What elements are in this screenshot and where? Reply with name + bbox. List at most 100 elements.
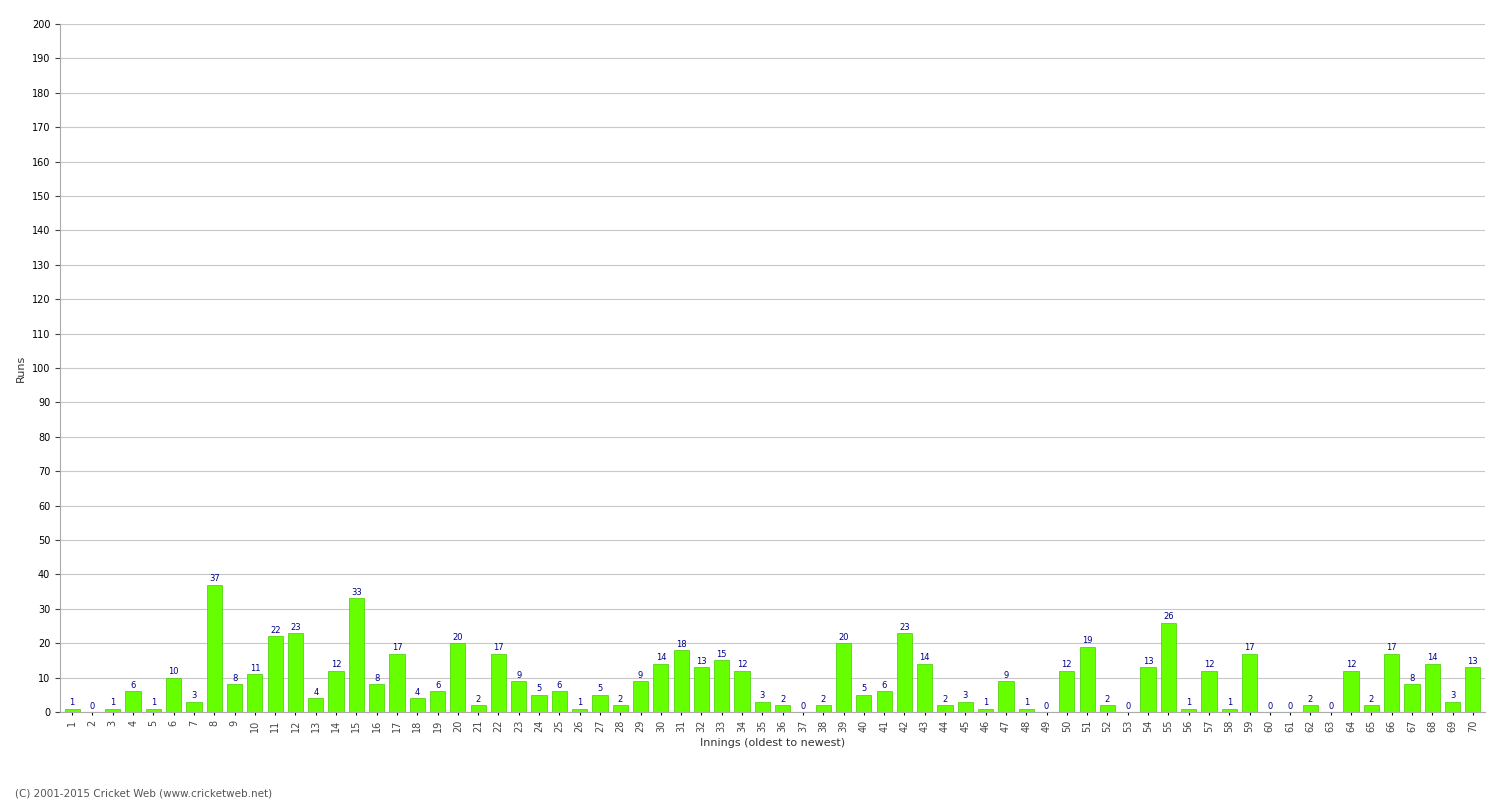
Bar [572,709,588,712]
Text: 1: 1 [69,698,75,707]
Bar [735,670,750,712]
Text: 17: 17 [1244,643,1256,652]
Text: 1: 1 [110,698,116,707]
X-axis label: Innings (oldest to newest): Innings (oldest to newest) [700,738,844,748]
Text: 9: 9 [1004,670,1008,680]
Text: 2: 2 [780,694,786,704]
Text: 17: 17 [392,643,402,652]
Text: 5: 5 [597,685,603,694]
Bar [288,633,303,712]
Text: 2: 2 [942,694,948,704]
Text: 6: 6 [130,681,136,690]
Bar [512,681,526,712]
Text: 22: 22 [270,626,280,635]
Bar [1080,646,1095,712]
Text: 3: 3 [963,691,968,700]
Text: 13: 13 [1143,657,1154,666]
Bar [531,694,546,712]
Text: 12: 12 [332,660,342,670]
Text: 20: 20 [839,633,849,642]
Text: 0: 0 [1044,702,1048,710]
Text: 19: 19 [1082,636,1092,646]
Bar [978,709,993,712]
Bar [1242,654,1257,712]
Bar [369,685,384,712]
Text: 1: 1 [1227,698,1232,707]
Text: 37: 37 [209,574,219,583]
Bar [592,694,608,712]
Bar [126,691,141,712]
Text: 10: 10 [168,667,178,676]
Bar [1466,667,1480,712]
Bar [1100,705,1114,712]
Text: 5: 5 [861,685,867,694]
Bar [1444,702,1460,712]
Bar [248,674,262,712]
Text: 4: 4 [314,688,318,697]
Text: 2: 2 [1308,694,1312,704]
Bar [754,702,770,712]
Text: 9: 9 [638,670,644,680]
Bar [390,654,405,712]
Text: 6: 6 [882,681,886,690]
Text: 3: 3 [1450,691,1455,700]
Bar [226,685,242,712]
Text: 6: 6 [435,681,441,690]
Bar [267,636,284,712]
Text: 14: 14 [1426,654,1437,662]
Text: 0: 0 [801,702,806,710]
Bar [957,702,974,712]
Text: 15: 15 [717,650,728,659]
Bar [552,691,567,712]
Bar [64,709,80,712]
Bar [1364,705,1378,712]
Text: 0: 0 [1328,702,1334,710]
Text: 18: 18 [676,640,687,649]
Bar [876,691,892,712]
Bar [207,585,222,712]
Text: 2: 2 [476,694,482,704]
Text: 17: 17 [494,643,504,652]
Text: 8: 8 [374,674,380,683]
Text: (C) 2001-2015 Cricket Web (www.cricketweb.net): (C) 2001-2015 Cricket Web (www.cricketwe… [15,789,272,798]
Bar [633,681,648,712]
Text: 13: 13 [1467,657,1478,666]
Text: 2: 2 [1106,694,1110,704]
Bar [836,643,850,712]
Text: 12: 12 [736,660,747,670]
Y-axis label: Runs: Runs [16,354,26,382]
Text: 2: 2 [821,694,827,704]
Bar [1059,670,1074,712]
Text: 13: 13 [696,657,706,666]
Bar [166,678,182,712]
Text: 6: 6 [556,681,562,690]
Text: 0: 0 [1125,702,1131,710]
Bar [694,667,709,712]
Bar [1384,654,1400,712]
Text: 0: 0 [1268,702,1272,710]
Text: 12: 12 [1346,660,1356,670]
Bar [410,698,424,712]
Bar [1202,670,1216,712]
Text: 14: 14 [656,654,666,662]
Bar [186,702,201,712]
Text: 12: 12 [1062,660,1072,670]
Text: 9: 9 [516,670,522,680]
Bar [612,705,628,712]
Text: 3: 3 [192,691,196,700]
Text: 1: 1 [1186,698,1191,707]
Bar [430,691,445,712]
Text: 26: 26 [1162,612,1173,621]
Bar [350,598,364,712]
Text: 2: 2 [618,694,622,704]
Text: 1: 1 [982,698,988,707]
Text: 12: 12 [1203,660,1214,670]
Bar [105,709,120,712]
Text: 8: 8 [232,674,237,683]
Text: 1: 1 [152,698,156,707]
Text: 8: 8 [1408,674,1414,683]
Bar [714,661,729,712]
Bar [776,705,790,712]
Text: 20: 20 [453,633,464,642]
Text: 33: 33 [351,588,361,597]
